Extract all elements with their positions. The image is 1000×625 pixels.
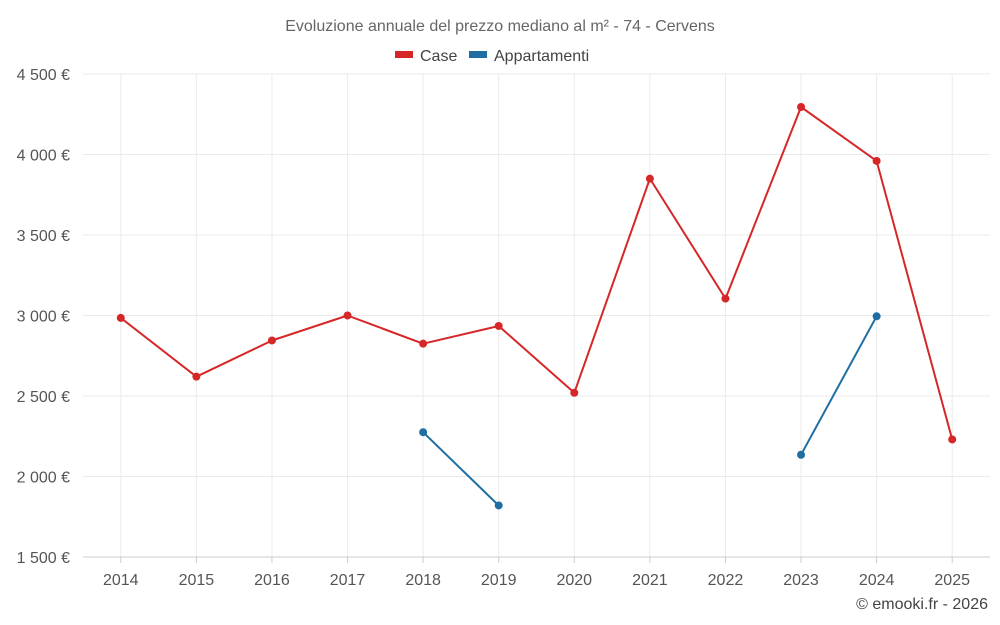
- legend: Case Appartamenti: [395, 48, 589, 65]
- y-tick-label: 3 500 €: [17, 228, 70, 245]
- x-tick-label: 2015: [179, 572, 215, 589]
- grid-layer: [83, 73, 990, 557]
- legend-swatch-appartamenti[interactable]: [469, 51, 487, 58]
- data-point-case[interactable]: [797, 103, 806, 112]
- chart-title: Evoluzione annuale del prezzo mediano al…: [285, 18, 715, 35]
- series-line-case: [120, 106, 954, 440]
- y-tick-label: 4 500 €: [17, 67, 70, 84]
- data-point-case[interactable]: [116, 313, 125, 322]
- x-tick-label: 2020: [556, 572, 592, 589]
- x-tick-label: 2014: [103, 572, 139, 589]
- y-tick-label: 3 000 €: [17, 309, 70, 326]
- data-point-case[interactable]: [192, 372, 201, 381]
- series-line-appartamenti: [422, 431, 500, 507]
- y-tick-label: 2 000 €: [17, 470, 70, 487]
- x-tick-label: 2023: [783, 572, 819, 589]
- x-tick-label: 2022: [708, 572, 744, 589]
- x-tick-label: 2017: [330, 572, 366, 589]
- x-tick-label: 2018: [405, 572, 441, 589]
- legend-swatch-case[interactable]: [395, 51, 413, 58]
- y-tick-label: 2 500 €: [17, 389, 70, 406]
- data-point-case[interactable]: [494, 321, 503, 330]
- x-tick-label: 2016: [254, 572, 290, 589]
- legend-label-case[interactable]: Case: [420, 48, 457, 65]
- x-tick-label: 2024: [859, 572, 895, 589]
- data-point-case[interactable]: [721, 294, 730, 303]
- data-point-case[interactable]: [645, 174, 654, 183]
- data-point-case[interactable]: [570, 388, 579, 397]
- data-point-case[interactable]: [267, 336, 276, 345]
- data-point-appartamenti[interactable]: [872, 312, 881, 321]
- data-point-case[interactable]: [419, 339, 428, 348]
- x-tick-label: 2021: [632, 572, 668, 589]
- x-axis-ticks: 2014 2015 2016 2017 2018 2019 2020 2021 2022 2023…: [83, 556, 990, 589]
- data-point-case[interactable]: [343, 311, 352, 320]
- data-point-appartamenti[interactable]: [797, 450, 806, 459]
- data-point-appartamenti[interactable]: [494, 501, 503, 510]
- series-layer: [116, 103, 957, 510]
- y-tick-label: 4 000 €: [17, 148, 70, 165]
- series-line-appartamenti: [800, 315, 878, 456]
- data-point-case[interactable]: [948, 435, 957, 444]
- legend-label-appartamenti[interactable]: Appartamenti: [494, 48, 589, 65]
- x-tick-label: 2019: [481, 572, 517, 589]
- credit-text: © emooki.fr - 2026: [856, 596, 988, 613]
- data-point-case[interactable]: [872, 156, 881, 165]
- y-axis-ticks: 1 500 € 2 000 € 2 500 € 3 000 € 3 500 € 4 000…: [17, 67, 70, 567]
- x-tick-label: 2025: [934, 572, 970, 589]
- data-point-appartamenti[interactable]: [419, 428, 428, 437]
- y-tick-label: 1 500 €: [17, 550, 70, 567]
